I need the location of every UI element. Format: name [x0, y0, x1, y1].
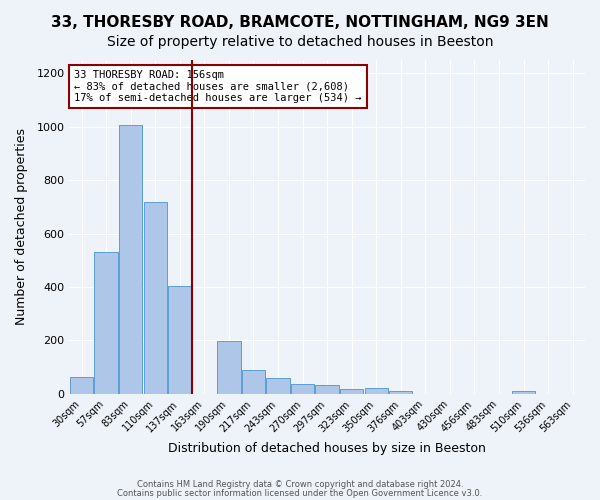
Bar — [168, 286, 191, 394]
Text: Size of property relative to detached houses in Beeston: Size of property relative to detached ho… — [107, 35, 493, 49]
Bar — [143, 202, 167, 394]
Bar — [340, 388, 364, 394]
Bar — [389, 390, 412, 394]
Text: 33 THORESBY ROAD: 156sqm
← 83% of detached houses are smaller (2,608)
17% of sem: 33 THORESBY ROAD: 156sqm ← 83% of detach… — [74, 70, 362, 103]
X-axis label: Distribution of detached houses by size in Beeston: Distribution of detached houses by size … — [168, 442, 486, 455]
Bar — [291, 384, 314, 394]
Bar — [512, 390, 535, 394]
Bar — [217, 342, 241, 394]
Bar — [242, 370, 265, 394]
Bar — [365, 388, 388, 394]
Bar — [94, 252, 118, 394]
Bar — [266, 378, 290, 394]
Bar — [119, 126, 142, 394]
Bar — [70, 376, 93, 394]
Bar — [316, 386, 339, 394]
Text: Contains public sector information licensed under the Open Government Licence v3: Contains public sector information licen… — [118, 488, 482, 498]
Text: 33, THORESBY ROAD, BRAMCOTE, NOTTINGHAM, NG9 3EN: 33, THORESBY ROAD, BRAMCOTE, NOTTINGHAM,… — [51, 15, 549, 30]
Y-axis label: Number of detached properties: Number of detached properties — [15, 128, 28, 326]
Text: Contains HM Land Registry data © Crown copyright and database right 2024.: Contains HM Land Registry data © Crown c… — [137, 480, 463, 489]
